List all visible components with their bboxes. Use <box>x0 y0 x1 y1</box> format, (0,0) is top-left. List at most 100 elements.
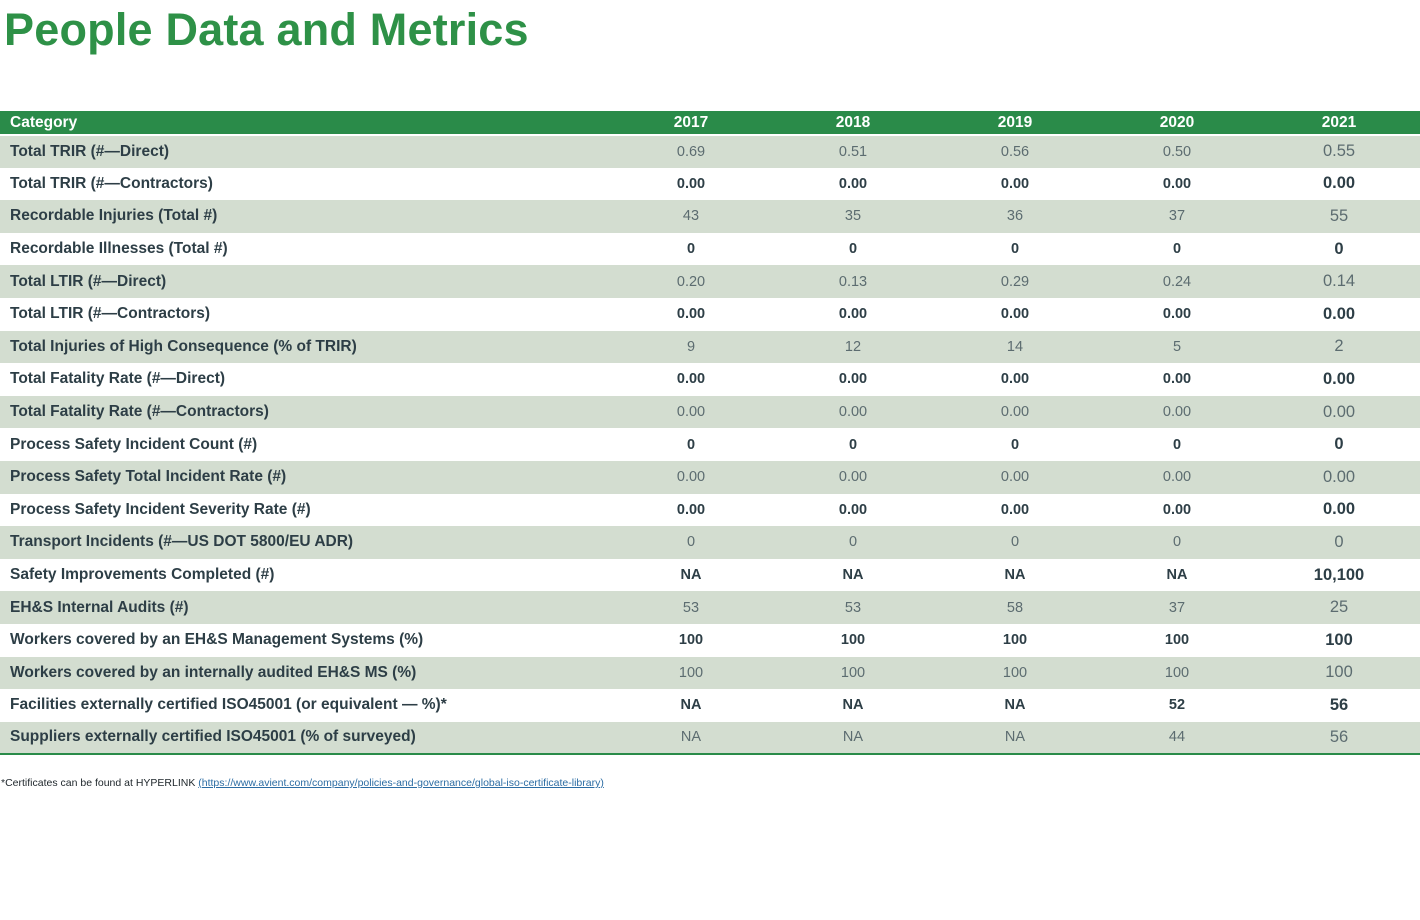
cell-value: 9 <box>686 338 696 355</box>
cell-value: NA <box>1166 567 1188 584</box>
cell-value: NA <box>1004 567 1026 584</box>
table-row: Recordable Injuries (Total #) 43 35 36 37 55 <box>0 200 1420 233</box>
cell-value: 0.00 <box>676 404 706 421</box>
column-header-2017: 2017 <box>673 113 709 131</box>
table-row: Total Fatality Rate (#—Contractors) 0.00 0… <box>0 395 1420 429</box>
row-label: Safety Improvements Completed (#) <box>10 566 275 584</box>
row-label: Suppliers externally certified ISO45001 … <box>10 728 416 746</box>
table-row: Recordable Illnesses (Total #) 0 0 0 0 0 <box>0 232 1420 266</box>
table-header: Category 2017 2018 2019 2020 2021 <box>0 111 1420 135</box>
cell-value: 0.24 <box>1162 273 1192 290</box>
cell-value: 100 <box>1002 632 1028 649</box>
cell-value: 0.00 <box>1000 306 1030 323</box>
cell-value: 0.00 <box>676 469 706 486</box>
cell-value: 0.00 <box>676 175 706 192</box>
cell-value: 0.00 <box>1162 404 1192 421</box>
cell-value: 0.50 <box>1162 143 1192 160</box>
cell-value: 0 <box>1010 241 1020 258</box>
cell-value: 100 <box>678 664 704 681</box>
cell-value: NA <box>1004 697 1026 714</box>
row-label: Total LTIR (#—Direct) <box>10 272 167 290</box>
cell-value: 0.00 <box>1162 371 1192 388</box>
table-row: Workers covered by an internally audited… <box>0 656 1420 690</box>
cell-value: NA <box>680 697 702 714</box>
cell-value: 0.56 <box>1000 143 1030 160</box>
table-row: Safety Improvements Completed (#) NA NA NA N… <box>0 558 1420 592</box>
row-label: Process Safety Total Incident Rate (#) <box>10 468 287 486</box>
cell-value: 58 <box>1006 599 1024 616</box>
cell-value: 100 <box>1002 664 1028 681</box>
cell-value: 0.00 <box>838 306 868 323</box>
cell-value: 0.00 <box>838 175 868 192</box>
cell-value: 0 <box>1172 436 1182 453</box>
cell-value: 0.13 <box>838 273 868 290</box>
cell-value: 37 <box>1168 599 1186 616</box>
cell-value: 0.00 <box>1322 402 1356 421</box>
cell-value: 100 <box>1325 663 1353 682</box>
cell-value: 100 <box>678 632 704 649</box>
cell-value: 0.20 <box>676 273 706 290</box>
cell-value: NA <box>680 567 702 584</box>
cell-value: 0 <box>1172 241 1182 258</box>
table-row: Total TRIR (#—Contractors) 0.00 0.00 0.00 0.… <box>0 167 1420 201</box>
cell-value: 0.00 <box>838 404 868 421</box>
cell-value: 0.00 <box>1000 501 1030 518</box>
cell-value: 56 <box>1329 727 1349 746</box>
row-label: Total TRIR (#—Direct) <box>10 142 170 160</box>
cell-value: 35 <box>844 208 862 225</box>
cell-value: 12 <box>844 338 862 355</box>
table-row: Workers covered by an EH&S Management Sy… <box>0 623 1420 657</box>
footnote-text: *Certificates can be found at HYPERLINK <box>1 777 199 789</box>
cell-value: 0.00 <box>838 371 868 388</box>
column-header-2019: 2019 <box>997 113 1033 131</box>
row-label: Total LTIR (#—Contractors) <box>10 305 211 323</box>
cell-value: 0.00 <box>1000 175 1030 192</box>
cell-value: 0.14 <box>1322 272 1356 291</box>
cell-value: 0 <box>1334 532 1344 551</box>
cell-value: 0.00 <box>676 501 706 518</box>
cell-value: 0.55 <box>1322 142 1356 161</box>
table-row: Total LTIR (#—Direct) 0.20 0.13 0.29 0.24 0.1… <box>0 265 1420 298</box>
table-row: Total TRIR (#—Direct) 0.69 0.51 0.56 0.50 0.5… <box>0 135 1420 168</box>
cell-value: NA <box>680 729 702 746</box>
table-row: Total LTIR (#—Contractors) 0.00 0.00 0.00 0.… <box>0 297 1420 331</box>
cell-value: 0.00 <box>676 306 706 323</box>
row-label: Total Injuries of High Consequence (% of… <box>10 337 357 355</box>
cell-value: 0.00 <box>1162 469 1192 486</box>
column-header-category: Category <box>10 113 78 131</box>
footnote: *Certificates can be found at HYPERLINK … <box>1 777 604 789</box>
row-label: Transport Incidents (#—US DOT 5800/EU AD… <box>10 533 354 551</box>
table-row: Facilities externally certified ISO45001… <box>0 689 1420 722</box>
cell-value: 55 <box>1329 206 1349 225</box>
table-row: EH&S Internal Audits (#) 53 53 58 37 25 <box>0 591 1420 624</box>
cell-value: 0 <box>1334 435 1344 454</box>
footnote-certificate-link[interactable]: (https://www.avient.com/company/policies… <box>198 777 604 789</box>
cell-value: 56 <box>1329 695 1349 714</box>
table-row: Total Fatality Rate (#—Direct) 0.00 0.00 0.… <box>0 363 1420 396</box>
cell-value: 0.00 <box>676 371 706 388</box>
cell-value: NA <box>842 729 864 746</box>
cell-value: 100 <box>840 632 866 649</box>
cell-value: 14 <box>1006 338 1024 355</box>
people-metrics-table: Category 2017 2018 2019 2020 2021 Total … <box>0 111 1420 755</box>
cell-value: 0 <box>686 436 696 453</box>
cell-value: 0.00 <box>1000 469 1030 486</box>
cell-value: 0.00 <box>838 469 868 486</box>
cell-value: 25 <box>1329 598 1349 617</box>
cell-value: 100 <box>1325 630 1353 649</box>
cell-value: 2 <box>1334 337 1344 356</box>
cell-value: 44 <box>1168 729 1186 746</box>
cell-value: 0.00 <box>838 501 868 518</box>
column-header-2020: 2020 <box>1159 113 1195 131</box>
row-label: Total TRIR (#—Contractors) <box>10 174 213 192</box>
cell-value: 0 <box>686 241 696 258</box>
table-row: Total Injuries of High Consequence (% of… <box>0 330 1420 364</box>
cell-value: 0 <box>848 241 858 258</box>
cell-value: 0.29 <box>1000 273 1030 290</box>
cell-value: 0.69 <box>676 143 706 160</box>
cell-value: 0.51 <box>838 143 868 160</box>
row-label: Workers covered by an EH&S Management Sy… <box>10 631 424 649</box>
row-label: Total Fatality Rate (#—Direct) <box>10 370 226 388</box>
table-header-row: Category 2017 2018 2019 2020 2021 <box>0 111 1420 135</box>
row-label: Total Fatality Rate (#—Contractors) <box>10 403 269 421</box>
